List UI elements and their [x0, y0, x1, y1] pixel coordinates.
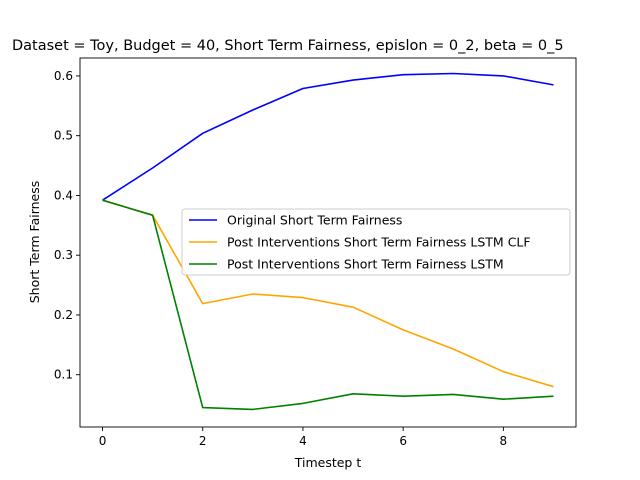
y-tick-label: 0.3 [54, 248, 73, 262]
legend-label-1: Original Short Term Fairness [227, 213, 402, 228]
x-tick-label: 4 [299, 434, 307, 448]
legend-box [181, 208, 571, 276]
x-tick-label: 0 [99, 434, 107, 448]
legend-label-2: Post Interventions Short Term Fairness L… [227, 235, 531, 250]
y-tick-label: 0.1 [54, 368, 73, 382]
legend: Original Short Term Fairness Post Interve… [181, 208, 571, 276]
legend-label-3: Post Interventions Short Term Fairness L… [227, 257, 504, 272]
y-tick-label: 0.6 [54, 69, 73, 83]
y-axis-label: Short Term Fairness [27, 181, 42, 304]
y-tick-label: 0.2 [54, 308, 73, 322]
x-tick-label: 2 [199, 434, 207, 448]
plot-frame [79, 57, 577, 428]
x-axis: 0 2 4 6 8 [99, 427, 507, 448]
y-tick-label: 0.4 [54, 188, 73, 202]
x-tick-label: 6 [399, 434, 407, 448]
plot-lines [102, 72, 554, 411]
series-line-3 [102, 199, 554, 411]
x-axis-label: Timestep t [294, 455, 362, 470]
chart-title: Dataset = Toy, Budget = 40, Short Term F… [12, 38, 564, 54]
y-axis: 0.1 0.2 0.3 0.4 0.5 0.6 [54, 69, 80, 382]
x-tick-label: 8 [500, 434, 508, 448]
series-line-1 [102, 72, 554, 201]
y-tick-label: 0.5 [54, 129, 73, 143]
series-line-2 [102, 199, 554, 388]
